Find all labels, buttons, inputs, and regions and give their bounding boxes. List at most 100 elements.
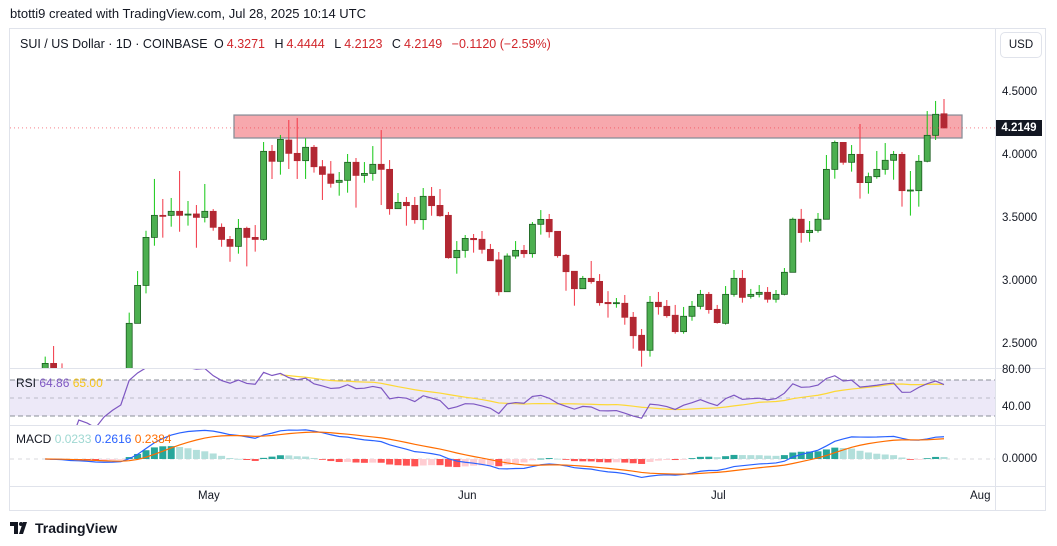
candle-down — [663, 305, 671, 317]
candle-up — [369, 163, 377, 174]
macd-histogram-bar — [814, 451, 822, 459]
macd-histogram-bar — [537, 458, 545, 460]
macd-histogram-bar — [873, 453, 881, 459]
candle-down — [839, 142, 847, 163]
currency-button[interactable]: USD — [1000, 32, 1042, 58]
macd-histogram-bar — [419, 459, 427, 466]
macd-histogram-bar — [276, 455, 284, 459]
tradingview-logo[interactable]: TradingView — [10, 520, 117, 536]
candle-down — [209, 210, 217, 228]
macd-histogram-bar — [940, 456, 948, 459]
candle-up — [184, 213, 192, 216]
candle-down — [898, 153, 906, 192]
candle-up — [41, 363, 49, 368]
macd-histogram-bar — [108, 459, 116, 461]
candle-down — [327, 173, 335, 184]
rsi-pane[interactable] — [10, 369, 995, 425]
candle-up — [907, 189, 914, 192]
macd-histogram-bar — [100, 459, 108, 461]
macd-histogram-bar — [864, 452, 872, 459]
macd-histogram-bar — [478, 459, 486, 466]
candle-down — [470, 238, 478, 241]
tradingview-logo-icon — [10, 522, 27, 534]
date-tick: May — [198, 490, 220, 502]
candle-up — [823, 168, 830, 220]
macd-histogram-bar — [797, 451, 805, 459]
candle-down — [310, 146, 318, 168]
date-tick: Jun — [458, 490, 477, 502]
candle-up — [730, 277, 738, 295]
candle-up — [848, 153, 855, 163]
macd-histogram-bar — [755, 455, 763, 459]
candle-down — [629, 316, 637, 337]
candle-down — [251, 237, 259, 240]
macd-histogram-bar — [184, 448, 192, 459]
candle-down — [587, 277, 595, 283]
candle-up — [873, 168, 881, 178]
candle-up — [890, 153, 897, 161]
macd-histogram-bar — [167, 446, 175, 459]
rsi-value: 64.86 — [39, 376, 70, 390]
candle-down — [655, 301, 662, 308]
candle-down — [436, 204, 444, 217]
rsi-ma-value: 65.00 — [72, 376, 103, 390]
last-price-label: 4.2149 — [996, 120, 1042, 136]
price-pane[interactable] — [10, 29, 995, 368]
candle-down — [621, 302, 629, 318]
macd-pane[interactable] — [10, 426, 995, 486]
candle-down — [671, 314, 679, 333]
candle-down — [159, 214, 167, 217]
macd-histogram-bar — [150, 447, 158, 459]
macd-histogram-bar — [360, 459, 368, 463]
macd-histogram-bar — [696, 456, 704, 459]
macd-histogram-bar — [192, 449, 200, 459]
candle-up — [814, 218, 822, 231]
macd-histogram-bar — [520, 459, 528, 463]
macd-histogram-bar — [335, 459, 343, 463]
macd-histogram-bar — [394, 459, 402, 466]
candle-down — [218, 226, 226, 240]
candle-down — [444, 214, 452, 259]
macd-histogram-bar — [646, 459, 654, 462]
macd-histogram-bar — [503, 459, 511, 465]
candle-up — [201, 210, 209, 218]
open-label: O — [214, 37, 224, 51]
resistance-zone — [233, 114, 963, 139]
symbol-title[interactable]: SUI / US Dollar · 1D · COINBASE — [20, 37, 208, 51]
candle-up — [680, 315, 687, 333]
rsi-legend: RSI 64.86 65.00 — [16, 376, 103, 390]
pane-divider — [10, 425, 1045, 426]
candle-down — [268, 150, 276, 162]
candle-down — [562, 254, 570, 273]
macd-histogram-bar — [822, 449, 830, 459]
macd-histogram-bar — [856, 450, 864, 459]
candle-down — [638, 334, 645, 351]
candle-up — [134, 285, 141, 324]
open-value: 4.3271 — [226, 37, 265, 51]
macd-histogram-bar — [142, 450, 150, 459]
macd-value: 0.2616 — [94, 432, 132, 446]
macd-histogram-bar — [612, 459, 620, 463]
pane-divider — [10, 368, 1045, 369]
macd-histogram-bar — [209, 453, 217, 459]
candle-down — [411, 204, 419, 221]
macd-histogram-bar — [831, 447, 839, 459]
macd-histogram-bar — [344, 459, 352, 462]
high-value: 4.4444 — [286, 37, 325, 51]
candle-down — [604, 302, 612, 305]
macd-histogram-bar — [932, 456, 940, 459]
candle-up — [722, 293, 729, 324]
macd-histogram-bar — [789, 452, 797, 459]
candle-up — [167, 210, 175, 216]
candle-up — [688, 305, 696, 317]
candle-up — [503, 255, 511, 293]
candle-up — [344, 161, 352, 181]
candle-up — [394, 201, 402, 210]
macd-histogram-bar — [772, 455, 780, 459]
macd-histogram-bar — [318, 459, 326, 460]
rsi-tick: 40.00 — [1002, 401, 1031, 413]
candle-up — [150, 214, 158, 238]
candle-up — [360, 172, 368, 176]
candle-down — [377, 163, 385, 170]
candle-down — [797, 218, 805, 234]
